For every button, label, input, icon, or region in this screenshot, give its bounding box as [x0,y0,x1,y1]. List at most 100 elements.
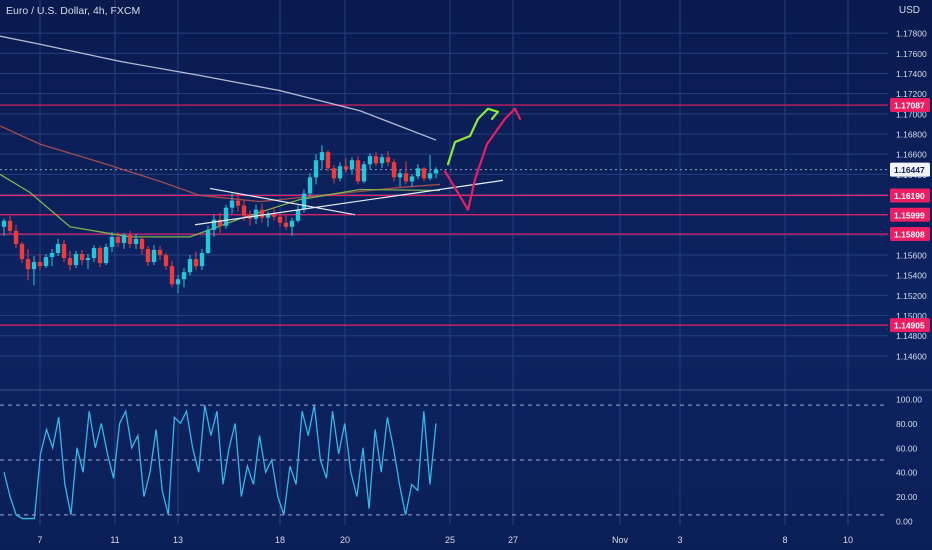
last-price-tag: 1.16447 [890,162,930,177]
x-tick-label: 13 [173,535,183,545]
candle [73,250,79,269]
candle-body [211,219,217,230]
candle-body [193,259,199,267]
candle [391,159,397,182]
x-tick-label: 7 [37,535,42,545]
candle [379,154,385,169]
candle-body [7,220,13,231]
candle-body [31,262,37,270]
candle-body [433,169,439,174]
oscillator-y-tick-label: 0.00 [896,517,913,527]
candle-body [103,246,109,264]
candle [157,245,163,261]
y-tick-label: 1.15600 [896,251,927,261]
candle [205,225,211,255]
candle-body [73,254,79,266]
candle-body [391,162,397,178]
y-tick-label: 1.17200 [896,89,927,99]
candle-body [289,220,295,227]
candle-body [415,168,421,177]
candle [355,156,361,185]
price-tag-label: 1.15808 [894,230,925,240]
candle-body [361,164,367,182]
candle-body [307,177,313,194]
candle [61,239,67,263]
candle [181,268,187,288]
candle [367,153,373,170]
candle-body [25,259,31,270]
y-tick-label: 1.16600 [896,150,927,160]
candle-body [343,166,349,170]
candle [397,169,403,187]
candle-body [265,214,271,218]
symbol-title: Euro / U.S. Dollar, 4h, FXCM [6,5,141,17]
candle [331,165,337,184]
y-tick-label: 1.17400 [896,69,927,79]
candle-body [301,193,307,210]
candle [67,250,73,271]
y-tick-label: 1.17600 [896,49,927,59]
candle-body [121,234,127,243]
y-tick-label: 1.17800 [896,29,927,39]
candle-body [217,219,223,226]
x-tick-label: 25 [445,535,455,545]
oscillator-y-tick-label: 100.00 [896,395,922,405]
candle [421,167,427,182]
price-tag-background [890,98,930,113]
candle-body [55,243,61,254]
price-level-tag: 1.15808 [890,227,930,242]
y-tick-label: 1.17000 [896,109,927,119]
candle-body [379,157,385,164]
x-tick-label: 18 [275,535,285,545]
candle [43,254,49,269]
candle-body [175,279,181,285]
candle [289,217,295,236]
candle-body [367,156,373,165]
price-level-tag: 1.16190 [890,188,930,203]
candle [103,243,109,266]
candle [223,204,229,229]
candle [403,161,409,185]
candle [433,167,439,179]
candle [193,252,199,271]
candle [121,232,127,249]
x-tick-label: 10 [843,535,853,545]
candle-body [319,152,325,161]
y-tick-label: 1.15400 [896,271,927,281]
candle-body [235,200,241,206]
price-tag-label: 1.17087 [894,101,925,111]
candle-body [205,229,211,254]
candle-body [79,254,85,261]
candle-body [313,160,319,178]
candle [31,256,37,286]
candle-body [373,156,379,164]
candle [259,203,265,223]
candle-body [91,247,97,259]
moving-average-fast [0,173,441,238]
candle-body [199,253,205,267]
candle-body [169,266,175,285]
candle-body [427,173,433,179]
candle-body [409,176,415,182]
candle [13,224,19,248]
candle-body [127,234,133,244]
candle [415,164,421,180]
x-tick-label: 27 [508,535,518,545]
price-tag-background [890,318,930,333]
price-tag-background [890,162,930,177]
candle [19,241,25,264]
candle-body [157,249,163,256]
price-level-tag: 1.14905 [890,318,930,333]
oscillator-line [3,404,437,520]
candle [343,158,349,173]
x-tick-label: 20 [340,535,350,545]
y-tick-label: 1.14600 [896,351,927,361]
price-tag-label: 1.15999 [894,210,925,220]
green-bull-arrow-drawing [446,107,500,166]
candle [37,254,43,271]
candle [187,255,193,276]
candle [7,215,13,234]
candle-body [277,216,283,223]
